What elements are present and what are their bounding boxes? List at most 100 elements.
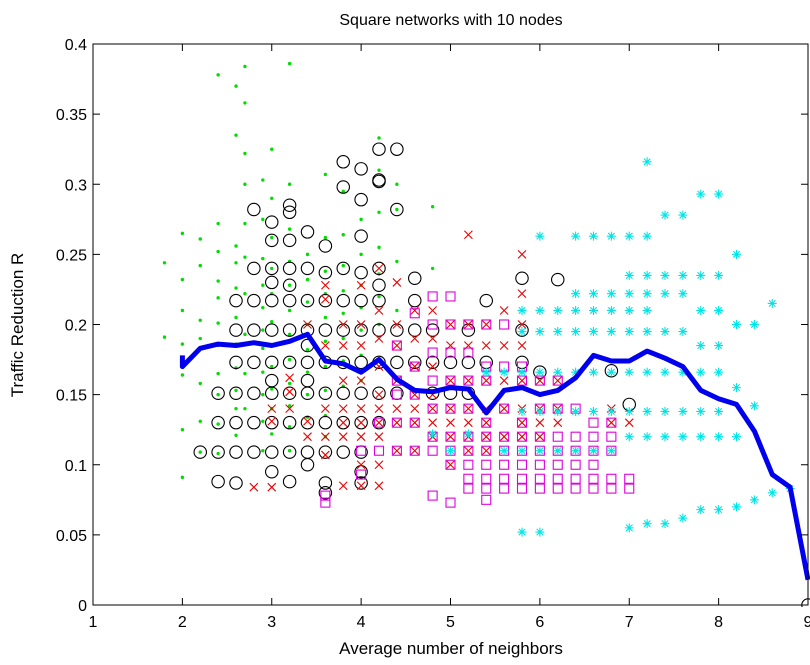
data-point-dot [323,269,328,273]
y-tick-label: 0.2 [65,318,87,335]
data-point-cross [320,280,330,290]
data-point-circle [336,261,350,276]
data-point-star [696,367,706,377]
data-point-dot [270,387,274,391]
y-tick-label: 0 [78,598,87,615]
data-point-square [606,431,617,442]
data-point-cross [320,404,330,414]
data-point-dot [395,182,399,186]
data-point-star [714,305,724,315]
data-point-square [606,473,617,484]
data-point-dot [261,305,265,310]
data-point-star [606,231,616,241]
data-point-star [624,327,634,337]
data-point-square [481,431,492,442]
data-point-star [624,270,634,280]
data-point-cross [338,341,348,350]
x-tick-label: 3 [267,614,276,631]
data-point-dot [216,392,220,397]
x-tick-label: 5 [446,614,455,631]
data-point-circle [407,293,422,308]
data-point-circle [264,445,279,459]
data-point-circle [247,261,261,276]
data-point-star [624,289,634,299]
data-point-cross [356,320,366,329]
data-point-dot [243,221,247,226]
data-point-circle [336,386,350,400]
data-point-circle [282,445,297,459]
data-point-cross [428,334,438,343]
data-point-dot [234,244,238,248]
data-point-dot [305,348,310,352]
data-point-star [642,519,652,529]
data-point-cross [463,320,473,329]
data-point-dot [243,182,247,186]
data-point-square [516,431,528,442]
data-point-square [445,459,456,470]
y-tick-label: 0.05 [56,528,87,545]
data-point-dot [243,64,247,69]
data-point-cross [285,404,295,414]
data-point-cross [267,482,277,492]
data-point-star [571,446,581,456]
data-point-circle [336,323,350,337]
data-point-circle [300,386,315,400]
data-point-dot [341,233,345,237]
data-point-circle [372,323,386,337]
data-point-square [499,431,510,442]
data-point-dot [287,381,292,386]
y-tick-label: 0.3 [65,177,87,194]
data-point-cross [446,460,455,470]
data-point-cross [374,390,384,400]
data-point-square [606,417,617,428]
data-point-dot [243,371,247,376]
data-point-square [427,490,438,501]
data-point-star [642,305,652,315]
data-point-circle [211,445,225,459]
data-point-circle [372,174,386,189]
data-point-dot [216,321,220,325]
data-point-dot [216,221,220,226]
data-point-square [570,459,581,470]
data-point-star [678,367,688,377]
data-point-dot [323,172,328,177]
series-square-markers [320,291,635,508]
data-point-star [749,320,759,329]
data-point-star [606,327,616,337]
data-point-dot [243,332,247,337]
data-point-dot [243,406,247,411]
data-point-star [624,231,634,241]
data-point-circle [247,293,261,308]
data-point-dot [359,328,363,332]
data-point-star [571,231,581,241]
data-point-dot [305,392,310,397]
data-point-dot [180,231,185,236]
data-point-star [499,446,509,456]
data-point-square [427,347,438,358]
data-point-dot [234,406,238,411]
data-point-dot [359,252,363,257]
data-point-dot [234,315,238,320]
data-point-dot [216,73,220,77]
data-point-square [481,417,492,428]
data-point-star [624,305,634,315]
data-point-star [642,270,652,280]
data-point-circle [318,386,333,400]
data-point-circle [247,445,261,459]
data-point-circle [318,265,333,280]
data-point-dot [180,475,185,480]
data-point-dot [377,210,381,214]
data-point-cross [517,341,527,350]
data-point-star [660,432,670,442]
data-point-star [589,305,598,315]
data-point-dot [261,178,265,182]
data-point-dot [341,336,345,341]
data-point-dot [234,388,238,393]
data-point-star [749,495,759,505]
data-point-star [553,367,563,377]
data-point-dot [270,266,274,271]
data-point-star [589,231,598,241]
data-point-dot [198,381,202,386]
data-point-cross [410,446,420,456]
data-point-cross [374,418,384,428]
